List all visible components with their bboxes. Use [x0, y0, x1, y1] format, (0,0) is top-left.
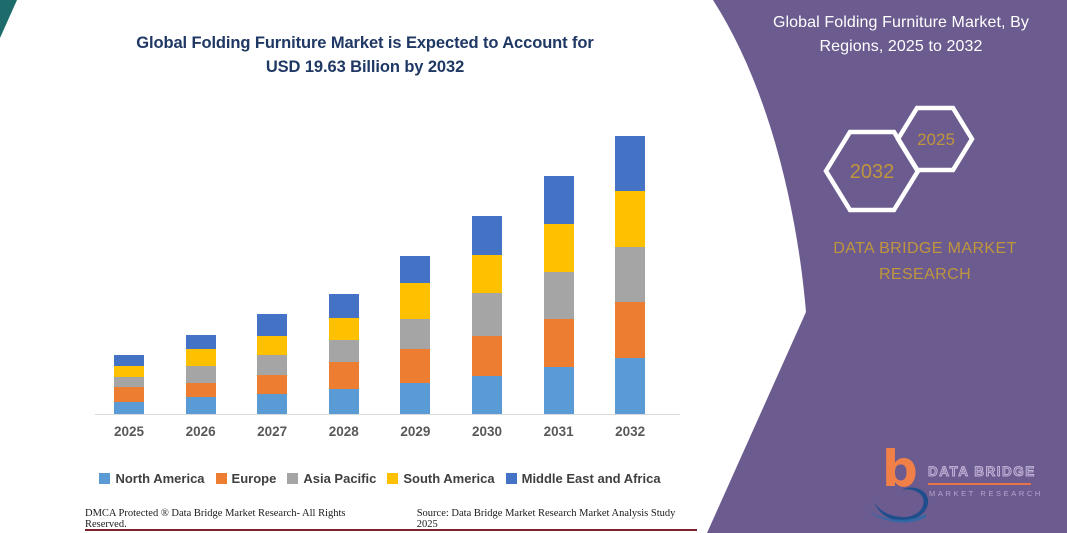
x-axis-label-2028: 2028	[328, 424, 359, 439]
segment-2030-europe	[472, 336, 502, 376]
chart-title: Global Folding Furniture Market is Expec…	[60, 32, 670, 80]
x-axis-label-2031: 2031	[543, 424, 574, 439]
bar-2025	[114, 355, 144, 414]
x-axis-label-2026: 2026	[185, 424, 216, 439]
segment-2025-south-america	[114, 366, 144, 378]
bar-2031	[543, 175, 574, 414]
segment-2027-asia-pacific	[257, 355, 288, 376]
segment-2029-asia-pacific	[400, 319, 431, 350]
legend-item-asia-pacific: Asia Pacific	[287, 471, 376, 486]
x-axis-labels: 2025 2026 2027 2028 2029 2030 2031 2032	[95, 424, 680, 444]
brand-text-line1: DATA BRIDGE MARKET	[833, 240, 1017, 257]
segment-2026-north-america	[185, 397, 216, 414]
segment-2031-south-america	[543, 224, 574, 272]
segment-2029-europe	[400, 349, 431, 383]
legend-label: South America	[403, 471, 495, 486]
x-axis-label-2030: 2030	[471, 424, 503, 439]
segment-2029-south-america	[400, 283, 431, 320]
segment-2032-asia-pacific	[615, 246, 646, 302]
brand-text: DATA BRIDGE MARKET RESEARCH	[790, 236, 1060, 287]
segment-2026-middle-east-and-africa	[185, 335, 216, 350]
segment-2027-north-america	[257, 394, 288, 414]
legend-label: Asia Pacific	[303, 471, 377, 486]
logo-subtitle-text: MARKET RESEARCH	[929, 489, 1043, 498]
legend-item-north-america: North America	[99, 471, 205, 486]
logo-b-mark: b	[882, 440, 918, 498]
bar-2028	[328, 293, 359, 414]
bar-2030	[472, 215, 502, 414]
panel-title-line2: Regions, 2025 to 2032	[819, 38, 983, 55]
bar-2027	[257, 314, 288, 414]
legend-swatch-icon	[99, 473, 111, 484]
segment-2026-europe	[185, 383, 216, 398]
segment-2025-north-america	[114, 401, 144, 414]
segment-2032-middle-east-and-africa	[615, 136, 646, 192]
legend-swatch-icon	[287, 473, 299, 484]
bar-2032	[615, 136, 646, 414]
segment-2032-south-america	[615, 191, 646, 247]
x-axis-label-2029: 2029	[400, 424, 431, 439]
footer-source-text: Source: Data Bridge Market Research Mark…	[416, 508, 676, 530]
segment-2030-middle-east-and-africa	[472, 215, 502, 256]
segment-2031-middle-east-and-africa	[543, 175, 574, 225]
legend-item-europe: Europe	[215, 471, 277, 486]
x-axis-label-2032: 2032	[615, 424, 646, 439]
x-axis-label-2025: 2025	[113, 424, 145, 439]
legend-label: Middle East and Africa	[521, 471, 661, 486]
segment-2025-middle-east-and-africa	[114, 355, 144, 367]
segment-2027-south-america	[257, 336, 288, 356]
logo-name-text: DATA BRIDGE	[928, 464, 1036, 480]
plot-area	[95, 120, 680, 415]
panel-title-line1: Global Folding Furniture Market, By	[772, 14, 1030, 31]
legend-swatch-icon	[387, 473, 399, 484]
chart-title-line2: USD 19.63 Billion by 2032	[265, 57, 465, 76]
legend-swatch-icon	[215, 473, 227, 484]
footer-divider	[85, 529, 697, 531]
segment-2031-asia-pacific	[543, 271, 574, 320]
corner-accent-triangle	[0, 0, 17, 38]
segment-2028-south-america	[328, 318, 359, 340]
segment-2030-north-america	[472, 376, 502, 414]
segment-2028-middle-east-and-africa	[328, 293, 359, 319]
segment-2030-south-america	[472, 255, 502, 293]
bar-2026	[185, 335, 216, 414]
logo-underline	[928, 483, 1031, 485]
chart-legend: North America Europe Asia Pacific South Ame…	[50, 471, 710, 486]
segment-2031-north-america	[543, 366, 574, 414]
segment-2032-europe	[615, 301, 646, 359]
segment-2027-europe	[257, 375, 288, 395]
chart-title-line1: Global Folding Furniture Market is Expec…	[136, 34, 594, 52]
segment-2026-asia-pacific	[185, 366, 216, 384]
segment-2031-europe	[543, 319, 574, 367]
segment-2028-north-america	[328, 389, 359, 414]
legend-label: Europe	[231, 471, 277, 486]
legend-label: North America	[115, 471, 205, 486]
segment-2029-middle-east-and-africa	[400, 255, 431, 284]
segment-2025-asia-pacific	[114, 377, 144, 387]
segment-2028-europe	[328, 361, 359, 390]
bar-2029	[400, 255, 431, 414]
segment-2029-north-america	[400, 382, 431, 414]
legend-item-middle-east-and-africa: Middle East and Africa	[505, 471, 661, 486]
segment-2027-middle-east-and-africa	[257, 314, 288, 337]
hexagon-2032-label: 2032	[850, 161, 895, 183]
footer: DMCA Protected ® Data Bridge Market Rese…	[85, 508, 685, 530]
dbmr-logo: b DATA BRIDGE MARKET RESEARCH	[868, 444, 1040, 532]
segment-2026-south-america	[185, 349, 216, 367]
segment-2028-asia-pacific	[328, 339, 359, 362]
hexagon-years-graphic: 2032 2025	[823, 105, 975, 213]
footer-dmca-text: DMCA Protected ® Data Bridge Market Rese…	[85, 508, 346, 530]
legend-item-south-america: South America	[387, 471, 495, 486]
legend-swatch-icon	[505, 473, 517, 484]
segment-2030-asia-pacific	[472, 292, 502, 337]
x-axis-label-2027: 2027	[257, 424, 288, 439]
segment-2025-europe	[114, 386, 144, 402]
brand-text-line2: RESEARCH	[878, 265, 972, 283]
panel-title: Global Folding Furniture Market, By Regi…	[742, 11, 1060, 59]
hexagon-2025-label: 2025	[917, 130, 955, 149]
segment-2032-north-america	[615, 358, 646, 414]
